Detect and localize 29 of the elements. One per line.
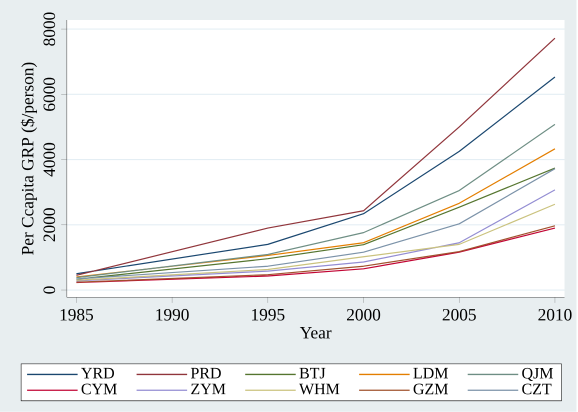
- x-axis-title: Year: [300, 327, 332, 339]
- line-series: [76, 38, 556, 276]
- legend-label: ZYM: [191, 384, 226, 394]
- legend-label: PRD: [190, 368, 221, 378]
- y-tick-label: 0: [43, 286, 56, 294]
- line-series: [76, 189, 556, 282]
- y-axis-title: Per Ccapita GRP ($/person): [20, 62, 37, 255]
- legend-label: GZM: [414, 384, 448, 394]
- x-tick-label: 1990: [156, 308, 189, 321]
- legend-label: YRD: [81, 368, 114, 378]
- x-tick-label: 2005: [442, 308, 476, 321]
- line-series: [76, 124, 556, 278]
- legend-label: CYM: [82, 384, 117, 394]
- x-tick-label: 2000: [346, 308, 380, 321]
- x-tick-label: 1985: [60, 308, 94, 321]
- line-series: [76, 148, 556, 278]
- legend-label: WHM: [299, 384, 340, 394]
- line-series: [76, 76, 556, 274]
- legend-label: LDM: [413, 368, 448, 378]
- x-tick-label: 2010: [538, 308, 572, 321]
- y-tick-label: 2000: [43, 208, 56, 242]
- legend-label: QJM: [522, 368, 554, 382]
- legend-label: CZT: [522, 384, 552, 394]
- y-tick-label: 8000: [43, 12, 56, 46]
- y-tick-label: 4000: [43, 142, 56, 177]
- line-series: [76, 204, 556, 281]
- x-tick-label: 1995: [252, 308, 284, 321]
- y-tick-label: 6000: [43, 78, 56, 111]
- legend-label: BTJ: [300, 368, 326, 379]
